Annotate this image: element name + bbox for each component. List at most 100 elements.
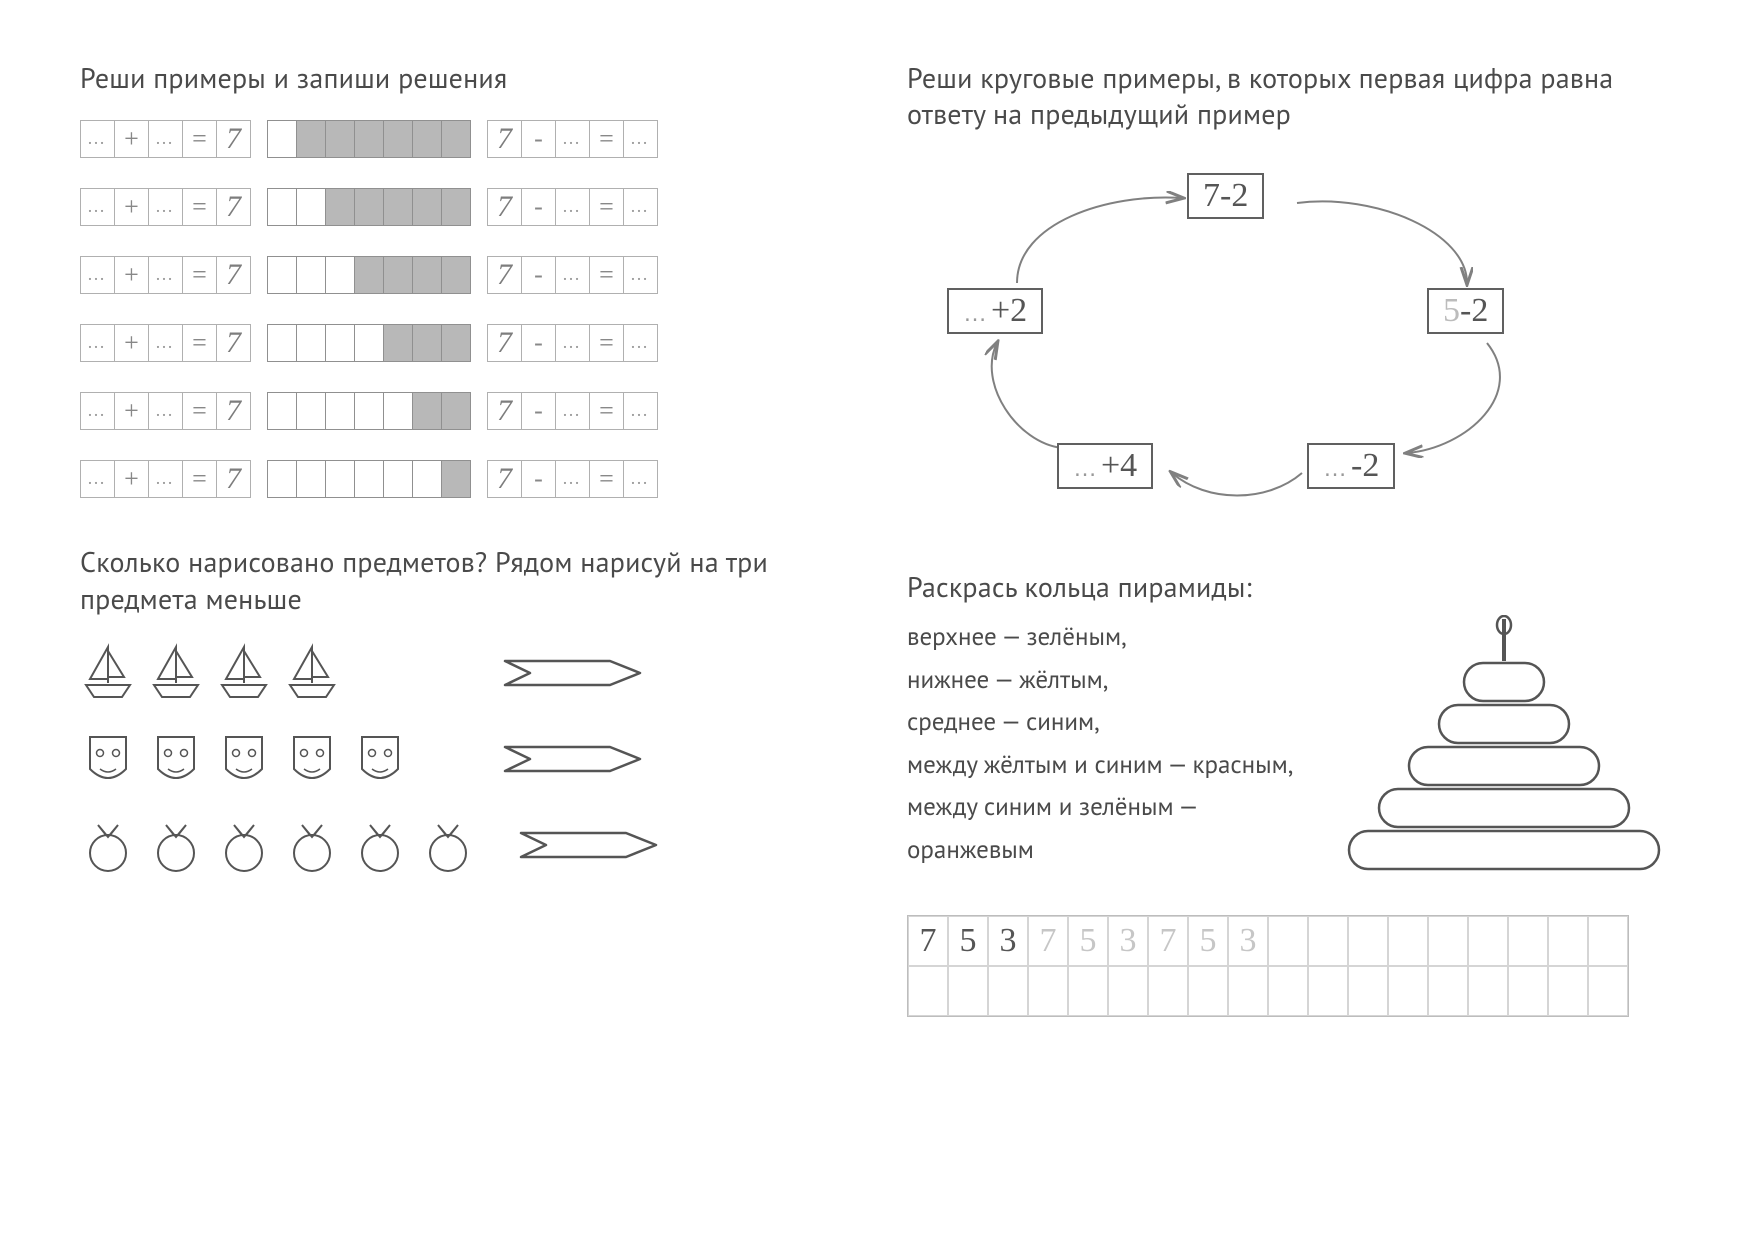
mask-icon [148, 729, 204, 789]
strip-cell-blank [267, 324, 297, 362]
eq-cell: 7 [487, 460, 522, 498]
strip-cell-blank [296, 460, 326, 498]
eq-cell: + [114, 256, 149, 294]
writing-cell [1308, 916, 1348, 966]
strip-cell-filled [383, 256, 413, 294]
strip-cell-blank [296, 324, 326, 362]
eq-cell: - [521, 460, 556, 498]
subtraction-equation: 7-…=… [487, 256, 658, 294]
eq-cell: - [521, 120, 556, 158]
blank-dots: … [1073, 455, 1101, 482]
writing-cell [1348, 916, 1388, 966]
eq-cell: … [623, 120, 658, 158]
pyramid-ring [1349, 831, 1659, 869]
strip-cell-filled [441, 324, 471, 362]
eq-cell: … [80, 324, 115, 362]
writing-cell [1068, 966, 1108, 1016]
expression-text: +4 [1101, 447, 1137, 484]
expression-box: 7-2 [1187, 173, 1264, 219]
eq-cell: … [80, 460, 115, 498]
writing-cell [1588, 966, 1628, 1016]
candy-icon [80, 815, 136, 875]
writing-cell: 7 [1028, 916, 1068, 966]
expression-text: -2 [1460, 292, 1488, 329]
expression-box: …-2 [1307, 443, 1395, 489]
writing-cell: 7 [1148, 916, 1188, 966]
strip-cell-filled [325, 120, 355, 158]
eq-cell: + [114, 188, 149, 226]
addition-equation: …+…=7 [80, 460, 251, 498]
eq-cell: = [589, 324, 624, 362]
eq-cell: 7 [487, 256, 522, 294]
subtraction-equation: 7-…=… [487, 324, 658, 362]
addition-row: …+…=7 7-…=… [80, 188, 847, 226]
writing-cell [1508, 966, 1548, 1016]
addition-row: …+…=77-…=… [80, 120, 847, 158]
writing-cell: 5 [948, 916, 988, 966]
subtraction-equation: 7-…=… [487, 392, 658, 430]
eq-cell: 7 [216, 256, 251, 294]
strip-cell-filled [412, 120, 442, 158]
eq-cell: … [148, 120, 183, 158]
boat-icon [80, 643, 136, 703]
writing-cell: 5 [1188, 916, 1228, 966]
writing-cell [1268, 966, 1308, 1016]
eq-cell: … [148, 324, 183, 362]
writing-cell [1388, 916, 1428, 966]
task1-title: Реши примеры и запиши решения [80, 60, 847, 96]
cycle-arrow [1407, 343, 1500, 453]
eq-cell: = [182, 392, 217, 430]
strip-cell-blank [296, 256, 326, 294]
eq-cell: … [555, 392, 590, 430]
eq-cell: … [623, 392, 658, 430]
writing-cell [1308, 966, 1348, 1016]
object-group [80, 815, 476, 875]
instruction-line: среднее — синим, [907, 700, 1298, 743]
expression-text: +2 [991, 292, 1027, 329]
writing-cell [1588, 916, 1628, 966]
eq-cell: … [80, 188, 115, 226]
cycle-arrow [992, 343, 1062, 448]
eq-cell: = [182, 460, 217, 498]
strip-cell-filled [354, 256, 384, 294]
worksheet-page: Реши примеры и запиши решения …+…=77-…=…… [0, 0, 1754, 1057]
strip-cell-blank [267, 188, 297, 226]
addition-row: …+…=77-…=… [80, 460, 847, 498]
circular-arrows [907, 173, 1607, 533]
strip-cell-filled [383, 324, 413, 362]
writing-row: 753753753 [908, 916, 1628, 966]
mask-icon [80, 729, 136, 789]
boat-icon [148, 643, 204, 703]
instruction-line: между синим и зелёным — оранжевым [907, 785, 1298, 870]
eq-cell: = [589, 392, 624, 430]
mask-icon [216, 729, 272, 789]
addition-row: …+…=77-…=… [80, 392, 847, 430]
number-strip [267, 256, 471, 294]
arrow-icon [516, 825, 666, 865]
strip-cell-blank [325, 460, 355, 498]
strip-cell-blank [383, 392, 413, 430]
boat-icon [216, 643, 272, 703]
eq-cell: … [80, 120, 115, 158]
count-row [80, 727, 847, 791]
subtraction-equation: 7-…=… [487, 188, 658, 226]
candy-icon [148, 815, 204, 875]
addition-equation: …+…=7 [80, 120, 251, 158]
boat-icon [284, 643, 340, 703]
addition-equation: …+…=7 [80, 188, 251, 226]
number-strip [267, 460, 471, 498]
number-strip [267, 392, 471, 430]
writing-cell [988, 966, 1028, 1016]
eq-cell: … [148, 392, 183, 430]
strip-cell-filled [412, 188, 442, 226]
strip-cell-blank [267, 460, 297, 498]
addition-equation: …+…=7 [80, 256, 251, 294]
expression-text: 5 [1443, 292, 1460, 329]
eq-cell: = [589, 256, 624, 294]
strip-cell-filled [412, 256, 442, 294]
strip-cell-filled [441, 256, 471, 294]
writing-cell: 3 [1228, 916, 1268, 966]
subtraction-equation: 7-…=… [487, 120, 658, 158]
pyramid-ring [1379, 789, 1629, 827]
strip-cell-filled [412, 392, 442, 430]
